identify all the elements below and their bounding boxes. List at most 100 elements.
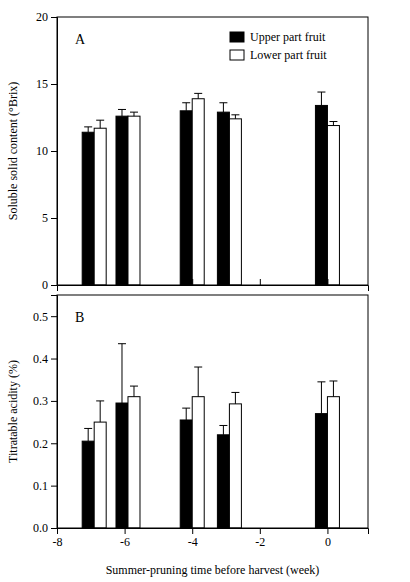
bar (315, 105, 327, 285)
error-bar (223, 103, 224, 112)
tick-mark (327, 528, 328, 534)
error-cap (118, 343, 126, 344)
tick-mark (125, 528, 126, 534)
series (94, 93, 339, 285)
tick: -4 (188, 528, 198, 549)
error-cap (182, 102, 190, 103)
error-bar (186, 408, 187, 420)
error-cap (182, 408, 190, 409)
tick: 15 (36, 77, 57, 91)
bar (192, 99, 204, 285)
legend-swatch (230, 32, 244, 42)
tick-label: 0.2 (33, 437, 48, 451)
tick-mark (57, 279, 58, 285)
y-axis-title: Titratable acidity (%) (6, 360, 20, 463)
bar (192, 397, 204, 528)
tick: 5 (42, 211, 57, 225)
error-cap (130, 386, 138, 387)
tick-label: 20 (36, 10, 48, 24)
tick-label: 0 (325, 535, 331, 549)
error-bar (235, 115, 236, 119)
y-axis-title: Soluble solid content (°Brix) (6, 82, 20, 220)
error-bar (321, 92, 322, 105)
tick-mark (51, 401, 57, 402)
error-bar (186, 103, 187, 111)
tick-mark (192, 528, 193, 534)
error-bar (198, 93, 199, 98)
panel-title: B (75, 310, 84, 325)
tick: 0.2 (33, 437, 57, 451)
error-bar (88, 428, 89, 441)
error-bar (198, 367, 199, 397)
tick-mark (192, 279, 193, 285)
bar (128, 116, 140, 285)
series (94, 367, 339, 528)
x-axis (58, 279, 369, 291)
error-cap (96, 400, 104, 401)
plot-frame (57, 295, 368, 528)
tick: 0.3 (33, 394, 57, 408)
error-cap (317, 381, 325, 382)
error-bar (121, 344, 122, 403)
axis-line (51, 18, 58, 286)
axis-line (51, 296, 58, 529)
tick-label: 0.5 (33, 310, 48, 324)
error-cap (231, 114, 239, 115)
bar (94, 128, 106, 285)
tick (260, 279, 261, 285)
tick (327, 279, 328, 285)
error-cap (231, 392, 239, 393)
legend-label: Upper part fruit (250, 30, 326, 44)
error-cap (219, 425, 227, 426)
error-cap (194, 367, 202, 368)
tick-mark (125, 279, 126, 285)
tick-label: -8 (53, 535, 63, 549)
tick-label: 10 (36, 144, 48, 158)
bar (128, 397, 140, 528)
series (82, 344, 327, 528)
bar (94, 422, 106, 528)
panel: 0.00.10.20.30.40.5-8-6-4-20BTitratable a… (6, 295, 369, 577)
tick: 10 (36, 144, 57, 158)
tick: 0.0 (33, 521, 57, 535)
bar (82, 441, 94, 528)
tick-label: -2 (255, 535, 265, 549)
bar (217, 435, 229, 528)
error-cap (329, 380, 337, 381)
tick-label: 0.1 (33, 479, 48, 493)
error-cap (84, 126, 92, 127)
tick: -2 (255, 528, 265, 549)
plot-area (82, 344, 339, 528)
tick-mark (51, 443, 57, 444)
tick: 0 (325, 528, 331, 549)
error-cap (317, 92, 325, 93)
tick-label: 0.0 (33, 521, 48, 535)
error-bar (235, 392, 236, 403)
x-axis: -8-6-4-20 (53, 528, 369, 549)
legend-item: Upper part fruit (230, 30, 326, 44)
error-cap (219, 102, 227, 103)
bar (229, 119, 241, 285)
tick-mark (51, 316, 57, 317)
tick-mark (51, 285, 57, 286)
bar (315, 414, 327, 528)
bar (116, 116, 128, 285)
error-bar (133, 112, 134, 116)
error-cap (96, 120, 104, 121)
tick-label: 15 (36, 77, 48, 91)
x-axis-title: Summer-pruning time before harvest (week… (106, 563, 320, 577)
plot-area (82, 92, 339, 285)
tick-mark (327, 279, 328, 285)
tick-label: 0.3 (33, 394, 48, 408)
error-bar (88, 127, 89, 132)
bar (327, 126, 339, 285)
tick-mark (51, 151, 57, 152)
legend-item: Lower part fruit (230, 48, 327, 62)
tick-label: 0 (42, 278, 48, 292)
error-bar (223, 425, 224, 434)
error-cap (194, 93, 202, 94)
error-cap (130, 112, 138, 113)
tick: 0.4 (33, 352, 57, 366)
bar (327, 397, 339, 528)
tick (57, 279, 58, 285)
